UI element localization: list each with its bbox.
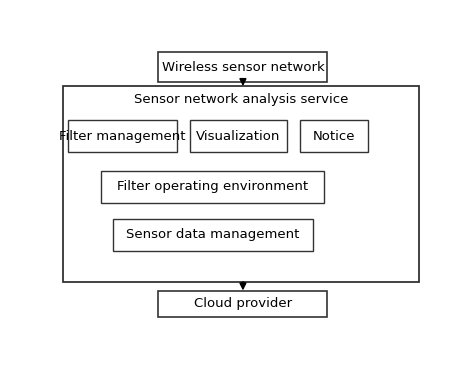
Text: Notice: Notice [312,130,355,143]
Text: Cloud provider: Cloud provider [194,298,292,310]
Text: Sensor data management: Sensor data management [126,228,299,241]
Bar [300,120,368,152]
Bar [112,219,313,251]
Text: Wireless sensor network: Wireless sensor network [162,61,324,74]
Bar [101,171,324,203]
Bar [63,86,419,282]
Text: Filter management: Filter management [59,130,186,143]
Text: Visualization: Visualization [196,130,281,143]
Bar [190,120,287,152]
Text: Filter operating environment: Filter operating environment [117,180,308,194]
Bar [158,291,328,317]
Bar [158,52,328,82]
Bar [68,120,177,152]
Text: Sensor network analysis service: Sensor network analysis service [134,93,348,106]
